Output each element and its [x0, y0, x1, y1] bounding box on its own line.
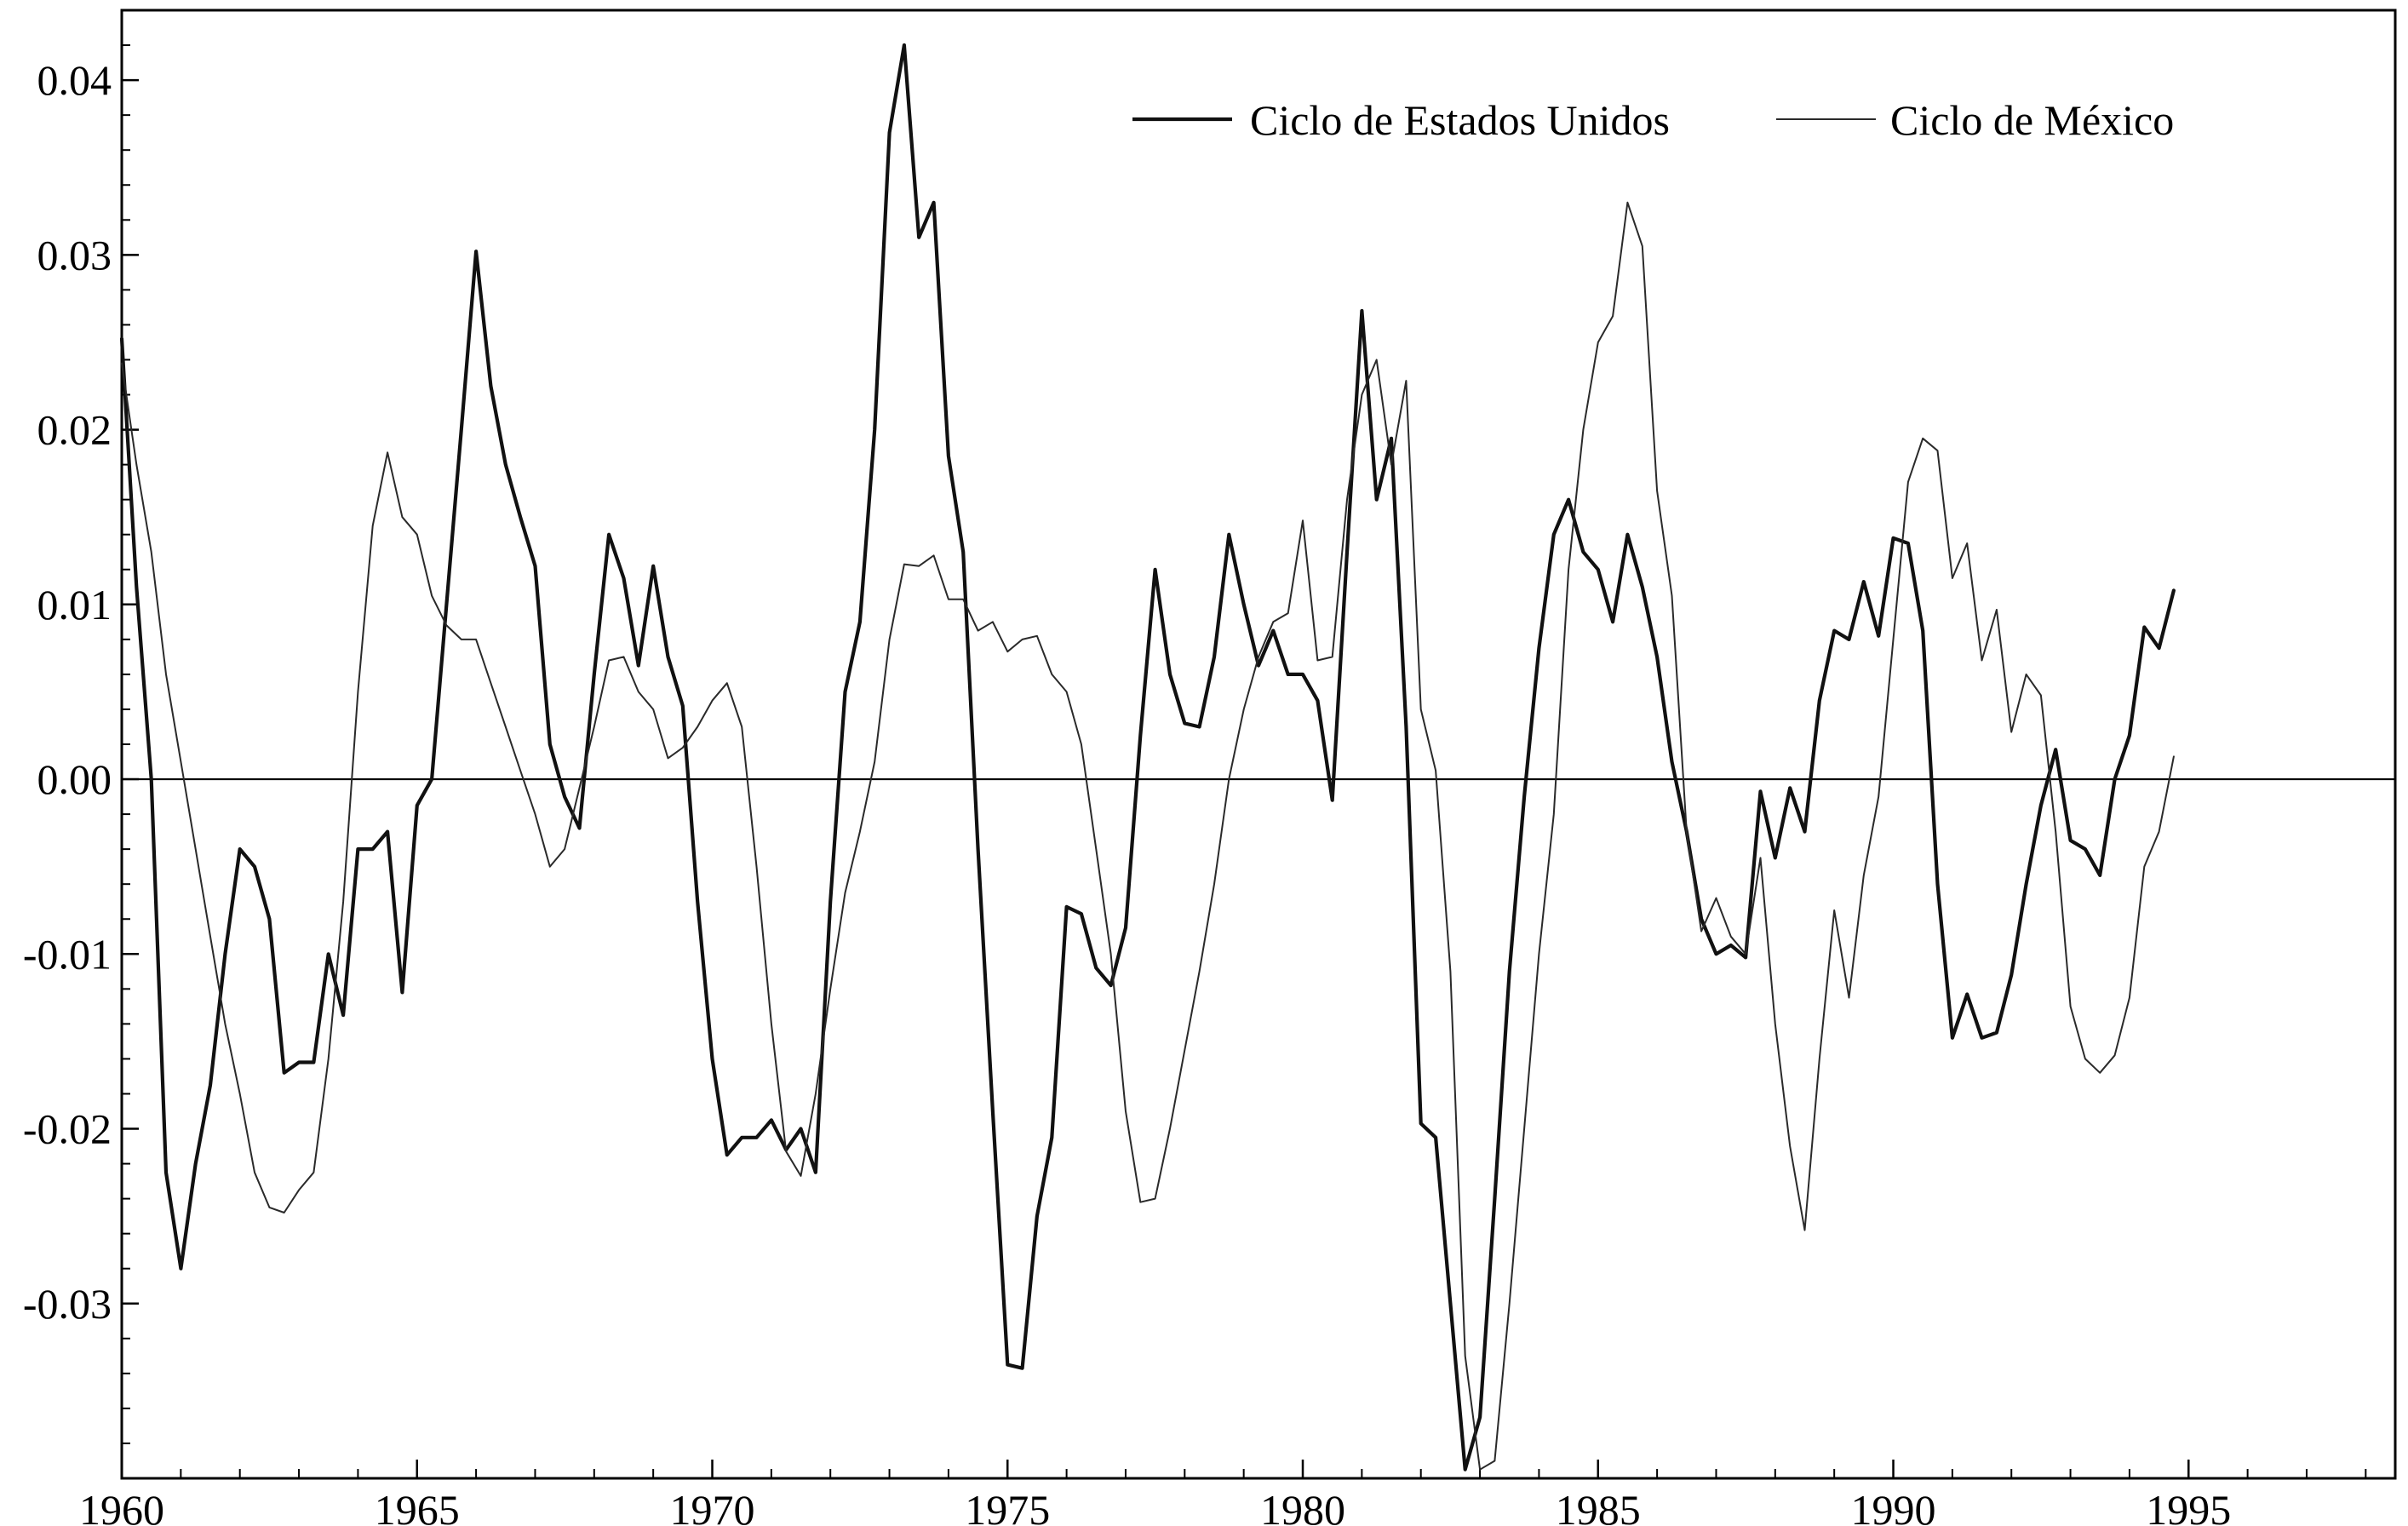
- x-tick-label: 1965: [375, 1486, 460, 1526]
- x-tick-label: 1960: [79, 1486, 164, 1526]
- legend-label-us: Ciclo de Estados Unidos: [1250, 96, 1670, 144]
- x-tick-label: 1980: [1260, 1486, 1345, 1526]
- y-tick-label: -0.02: [23, 1105, 112, 1153]
- legend: Ciclo de Estados Unidos Ciclo de México: [1132, 96, 2174, 144]
- x-axis: 1960 1965 1970 1975 1980 1985 1990 1995: [79, 1460, 2367, 1526]
- x-tick-label: 1990: [1851, 1486, 1936, 1526]
- x-tick-label: 1975: [965, 1486, 1050, 1526]
- series-layer: [119, 43, 2176, 1472]
- y-tick-label: -0.03: [23, 1280, 112, 1328]
- series-line-us-cycle: [119, 43, 2176, 1472]
- y-tick-label: 0.01: [37, 581, 112, 628]
- plot-area-frame: [120, 9, 2397, 1480]
- y-axis: 0.04 0.03 0.02 0.01 0.00 -0.01 -0.02 -0.03: [23, 9, 139, 1444]
- y-tick-label: 0.03: [37, 231, 112, 278]
- x-tick-label: 1995: [2146, 1486, 2231, 1526]
- y-tick-label: -0.01: [23, 930, 112, 978]
- x-tick-label: 1985: [1556, 1486, 1641, 1526]
- series-line-mexico-cycle: [121, 201, 2175, 1471]
- y-tick-label: 0.04: [37, 56, 112, 104]
- legend-label-mx: Ciclo de México: [1890, 96, 2174, 144]
- y-tick-label: 0.02: [37, 406, 112, 454]
- x-tick-label: 1970: [670, 1486, 755, 1526]
- y-tick-label: 0.00: [37, 755, 112, 803]
